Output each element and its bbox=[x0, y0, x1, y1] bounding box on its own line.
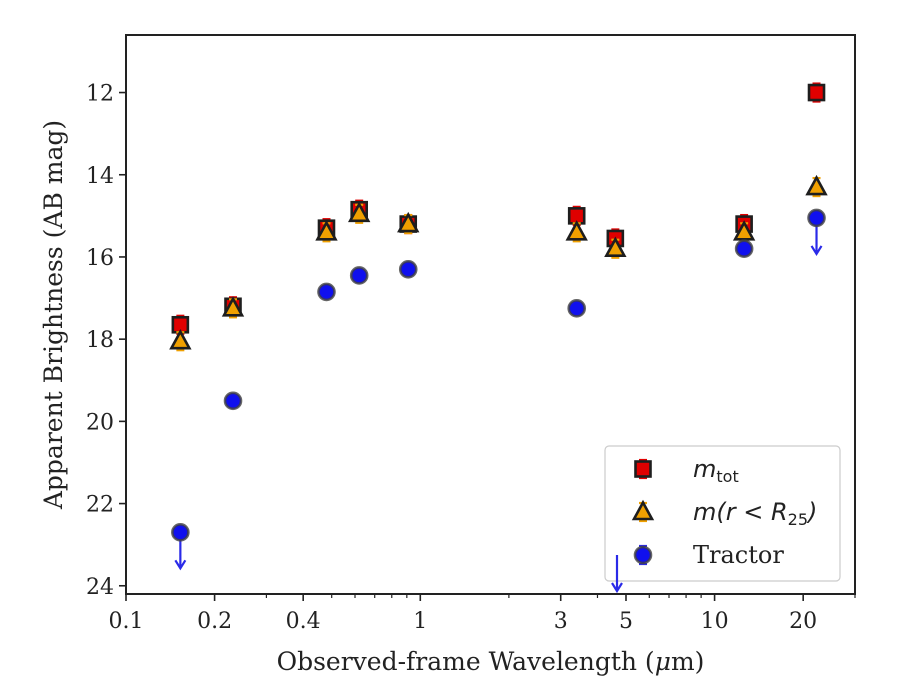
legend-marker-circle bbox=[633, 545, 653, 565]
x-axis-label-unit: m) bbox=[671, 647, 704, 676]
marker-circle bbox=[317, 282, 336, 302]
legend-label: m(r < R25) bbox=[693, 498, 817, 529]
marker-triangle bbox=[805, 174, 828, 196]
legend: mtot m(r < R25) Tractor bbox=[604, 445, 841, 594]
x-tick-label: 0.4 bbox=[286, 609, 321, 634]
x-tick-label: 5 bbox=[619, 609, 633, 634]
x-axis-label: Observed-frame Wavelength (μm) bbox=[277, 647, 705, 676]
series-2 bbox=[171, 208, 826, 571]
x-axis-label-unit-mu: μ bbox=[655, 647, 671, 676]
legend-marker-triangle bbox=[631, 499, 655, 521]
y-tick-label: 16 bbox=[86, 246, 114, 271]
data-point bbox=[169, 329, 192, 352]
y-tick-label: 24 bbox=[86, 575, 114, 600]
data-point bbox=[221, 296, 245, 319]
marker-circle bbox=[223, 391, 243, 411]
data-marks bbox=[169, 82, 828, 571]
marker-triangle bbox=[565, 220, 588, 241]
data-point bbox=[805, 174, 828, 198]
y-tick-label: 12 bbox=[86, 82, 114, 107]
x-axis-label-text: Observed-frame Wavelength ( bbox=[277, 647, 655, 676]
x-tick-label: 10 bbox=[701, 609, 729, 634]
y-tick-label: 22 bbox=[86, 493, 114, 518]
marker-circle bbox=[807, 208, 826, 228]
marker-circle bbox=[567, 299, 587, 318]
data-point bbox=[398, 259, 418, 279]
legend-item: m(r < R25) bbox=[631, 498, 817, 529]
marker-triangle bbox=[315, 220, 338, 241]
legend-frame bbox=[604, 445, 841, 582]
marker-triangle bbox=[169, 329, 192, 350]
x-tick-label: 1 bbox=[413, 609, 427, 634]
data-point bbox=[397, 211, 420, 235]
marker-triangle bbox=[604, 236, 627, 258]
x-tick-label: 0.2 bbox=[197, 609, 232, 634]
marker-circle bbox=[734, 239, 754, 259]
marker-triangle bbox=[732, 220, 756, 241]
data-point bbox=[734, 239, 754, 259]
y-tick-label: 20 bbox=[86, 410, 114, 435]
plot-frame bbox=[125, 34, 856, 595]
marker-circle bbox=[398, 259, 418, 279]
data-point bbox=[171, 523, 190, 571]
data-point bbox=[567, 299, 587, 318]
data-point bbox=[317, 282, 336, 302]
data-point bbox=[604, 236, 627, 259]
upper-limit-arrow bbox=[174, 559, 187, 571]
legend-item: mtot bbox=[634, 455, 739, 486]
y-tick-label: 14 bbox=[86, 164, 114, 189]
marker-triangle bbox=[221, 296, 245, 317]
upper-limit-arrow bbox=[810, 245, 823, 256]
marker-triangle bbox=[397, 211, 420, 233]
axis-ticks: 0.1 0.2 0.4 1 3 5 10 20 12 14 16 18 20 22 24 bbox=[86, 82, 856, 634]
legend-marker-square bbox=[634, 460, 652, 478]
data-point bbox=[348, 201, 371, 224]
data-point bbox=[565, 220, 588, 243]
marker-square bbox=[807, 83, 826, 102]
data-point bbox=[223, 391, 243, 411]
data-point bbox=[807, 208, 826, 256]
y-axis-label: Apparent Brightness (AB mag) bbox=[39, 120, 68, 510]
data-point bbox=[807, 82, 826, 103]
x-tick-label: 3 bbox=[554, 609, 568, 634]
series-1 bbox=[169, 174, 828, 352]
y-tick-label: 18 bbox=[86, 328, 114, 353]
marker-circle bbox=[171, 523, 190, 542]
legend-label: mtot bbox=[693, 455, 739, 486]
marker-triangle bbox=[348, 201, 371, 223]
x-tick-label: 20 bbox=[789, 609, 817, 634]
marker-circle bbox=[349, 266, 369, 285]
data-point bbox=[349, 266, 369, 285]
data-point bbox=[315, 220, 338, 243]
legend-label: Tractor bbox=[693, 541, 784, 569]
x-tick-label: 0.1 bbox=[109, 609, 144, 634]
upper-limit-arrow bbox=[611, 582, 623, 594]
legend-item: Tractor bbox=[611, 541, 784, 594]
